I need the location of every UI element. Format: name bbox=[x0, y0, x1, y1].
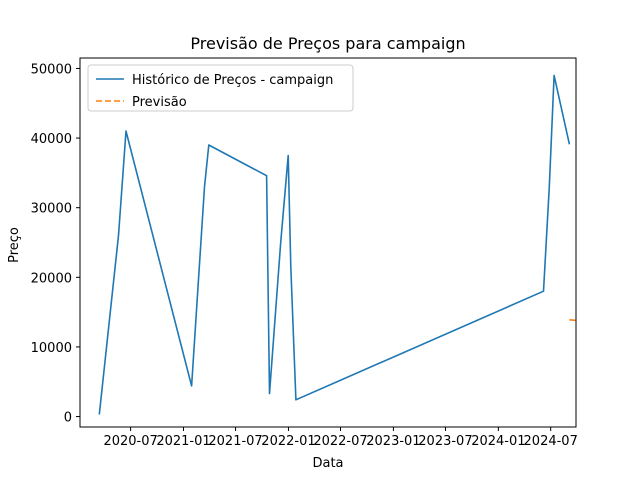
x-tick-label: 2023-01 bbox=[366, 434, 420, 449]
y-tick-label: 10000 bbox=[31, 341, 72, 356]
series-lines bbox=[98, 74, 577, 415]
x-tick-label: 2024-01 bbox=[471, 434, 525, 449]
series-line bbox=[569, 319, 577, 322]
y-axis-label: Preço bbox=[7, 227, 22, 263]
x-tick-label: 2020-07 bbox=[103, 434, 157, 449]
legend-box bbox=[87, 64, 354, 112]
x-tick-label: 2021-07 bbox=[208, 434, 262, 449]
x-tick-label: 2022-07 bbox=[313, 434, 367, 449]
y-tick-label: 30000 bbox=[31, 202, 72, 217]
series-line bbox=[98, 74, 571, 415]
x-tick-label: 2022-01 bbox=[261, 434, 315, 449]
axis-ticks: 0 10000 20000 30000 40000 50000 2020-072021-01… bbox=[31, 62, 578, 449]
y-tick-label: 40000 bbox=[31, 132, 72, 147]
plot-frame bbox=[79, 57, 577, 428]
legend-label: Histórico de Preços - campaign bbox=[132, 73, 333, 88]
legend: Histórico de Preços - campaign Previsão bbox=[87, 64, 354, 112]
y-tick-label: 20000 bbox=[31, 271, 72, 286]
chart-title: Previsão de Preços para campaign bbox=[190, 34, 465, 53]
x-tick-label: 2023-07 bbox=[418, 434, 472, 449]
x-axis-label: Data bbox=[312, 456, 343, 471]
y-tick-label: 0 bbox=[64, 411, 72, 426]
legend-label: Previsão bbox=[132, 95, 187, 110]
x-tick-label: 2024-07 bbox=[524, 434, 578, 449]
x-tick-label: 2021-01 bbox=[156, 434, 210, 449]
y-tick-label: 50000 bbox=[31, 62, 72, 77]
